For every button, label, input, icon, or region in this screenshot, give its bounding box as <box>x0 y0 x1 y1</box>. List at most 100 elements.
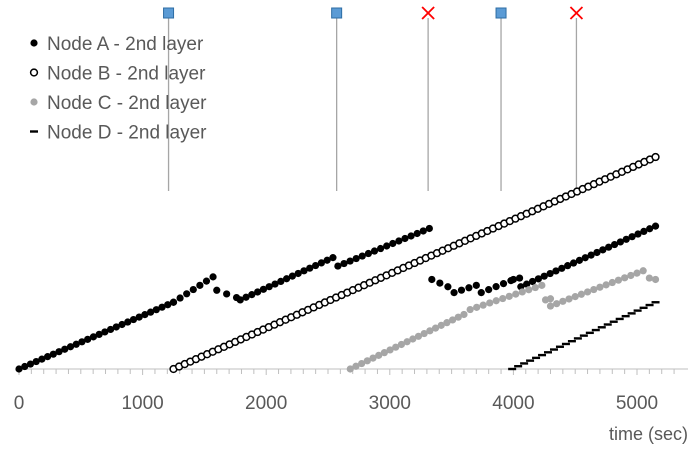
data-point <box>431 324 440 332</box>
data-point <box>152 306 160 314</box>
data-point <box>403 338 411 346</box>
data-point <box>311 261 320 270</box>
x-tick-label: 4000 <box>492 393 534 414</box>
data-point <box>236 296 244 304</box>
data-point <box>540 272 548 280</box>
x-axis-title: time (sec) <box>609 424 688 444</box>
data-point <box>420 329 428 338</box>
data-point <box>499 280 508 288</box>
data-point <box>622 235 630 243</box>
data-point <box>49 350 57 358</box>
data-point <box>112 323 120 331</box>
data-point <box>651 275 660 284</box>
data-point <box>346 257 354 265</box>
data-point <box>505 292 513 300</box>
event-x-marker <box>569 6 584 20</box>
data-point <box>627 271 635 280</box>
event-x-marker <box>421 6 435 20</box>
data-point <box>518 288 526 296</box>
data-point <box>265 283 273 291</box>
data-point <box>587 251 595 259</box>
data-point <box>169 298 178 306</box>
data-point <box>599 246 607 254</box>
series-d <box>508 301 660 371</box>
x-tick-label: 5000 <box>616 393 658 414</box>
event-square-marker <box>495 7 507 19</box>
data-point <box>282 275 291 283</box>
data-point <box>472 281 480 289</box>
data-point <box>571 293 579 301</box>
data-point <box>223 290 231 298</box>
data-point <box>376 244 385 253</box>
data-point <box>78 338 86 346</box>
data-point <box>633 269 641 277</box>
data-point <box>534 275 542 283</box>
data-point <box>558 264 566 272</box>
legend-item: Node C - 2nd layer <box>30 93 207 114</box>
data-point <box>38 355 46 363</box>
data-point <box>621 274 629 282</box>
data-point <box>509 275 517 284</box>
data-point <box>525 286 533 294</box>
data-point <box>559 297 567 305</box>
data-point <box>546 269 554 278</box>
data-point <box>395 237 403 245</box>
data-point <box>413 229 421 238</box>
data-point <box>436 279 444 287</box>
data-point <box>419 227 427 235</box>
data-point <box>553 300 561 308</box>
data-point <box>271 280 279 288</box>
data-point <box>575 256 583 264</box>
data-point <box>577 290 585 298</box>
data-point <box>605 243 613 251</box>
x-tick-label: 0 <box>14 393 25 414</box>
data-point <box>383 242 391 250</box>
data-point <box>248 291 256 299</box>
legend: Node A - 2nd layer Node B - 2nd layer Node… <box>29 34 207 144</box>
data-point <box>634 230 642 238</box>
data-point <box>363 357 371 365</box>
data-point <box>640 227 648 235</box>
data-point <box>610 240 619 249</box>
data-point <box>465 284 473 292</box>
legend-label: Node A - 2nd layer <box>47 34 204 55</box>
data-point <box>407 232 415 240</box>
data-point <box>569 259 578 267</box>
data-point <box>466 305 474 314</box>
data-point <box>189 285 197 294</box>
data-point <box>323 256 331 264</box>
series-b <box>169 152 660 374</box>
event-square-marker <box>163 7 175 19</box>
x-ticks: 0 1000 2000 3000 4000 5000 <box>14 369 675 414</box>
data-point <box>352 362 360 370</box>
legend-label: Node D - 2nd layer <box>47 123 207 144</box>
data-point <box>628 233 636 241</box>
data-point <box>55 348 63 356</box>
data-point <box>443 319 451 327</box>
x-tick-label: 1000 <box>121 393 163 414</box>
legend-marker <box>29 68 39 77</box>
data-point <box>645 274 653 282</box>
data-point <box>300 267 308 275</box>
data-point <box>358 252 366 260</box>
legend-item: Node D - 2nd layer <box>30 123 207 144</box>
data-point <box>460 310 468 319</box>
data-point <box>437 321 445 329</box>
data-point <box>651 222 660 230</box>
data-point <box>531 283 539 292</box>
data-point <box>614 276 623 284</box>
data-point <box>358 359 366 368</box>
data-point <box>426 327 434 335</box>
series-layer <box>15 152 660 374</box>
x-tick-label: 2000 <box>245 393 287 414</box>
data-point <box>414 332 423 340</box>
data-point <box>364 249 372 258</box>
data-point <box>523 280 531 288</box>
data-point <box>590 285 598 294</box>
data-point <box>72 340 80 348</box>
data-point <box>392 343 400 351</box>
data-point <box>147 308 155 316</box>
data-point <box>183 290 191 298</box>
legend-item: Node B - 2nd layer <box>29 64 206 85</box>
